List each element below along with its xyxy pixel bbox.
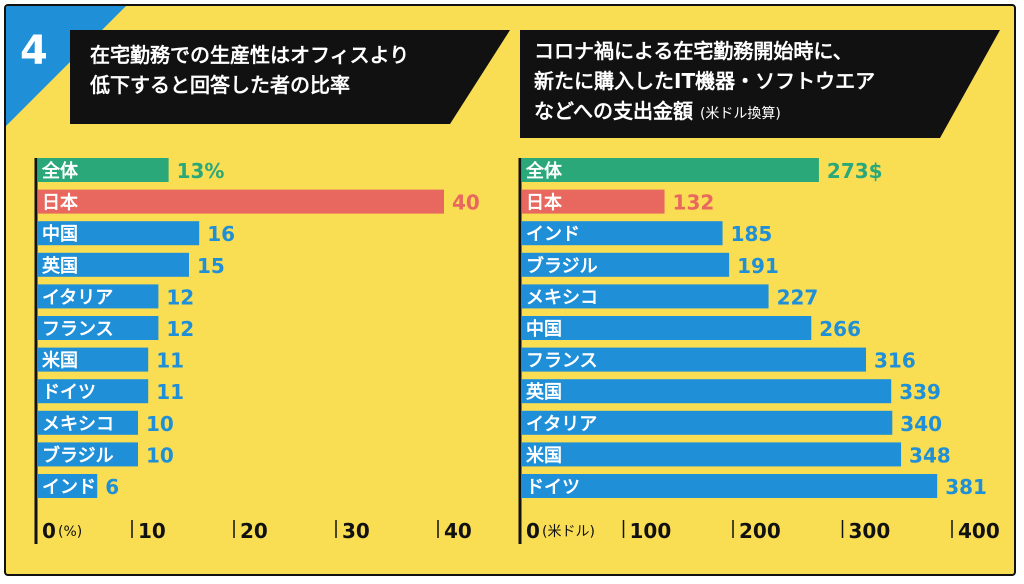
right-category-label: ドイツ — [526, 477, 580, 498]
left-category-label: 米国 — [42, 350, 78, 372]
left-category-label: 中国 — [42, 223, 78, 245]
left-title-line-2: 低下すると回答した者の比率 — [90, 73, 350, 97]
left-bar — [38, 221, 200, 246]
left-tick-label: 30 — [342, 519, 370, 543]
left-value-label: 11 — [156, 349, 184, 373]
right-tick-label: 400 — [958, 519, 1000, 543]
right-tick-label: 300 — [849, 519, 891, 543]
right-bar — [522, 410, 893, 435]
left-category-label: インド — [42, 477, 96, 498]
left-value-label: 13% — [177, 159, 225, 183]
right-title-line-1: コロナ禍による在宅勤務開始時に、 — [534, 39, 853, 63]
right-value-label: 227 — [777, 285, 819, 309]
left-category-label: ドイツ — [42, 382, 96, 403]
right-value-label: 132 — [673, 191, 715, 215]
badge-number: 4 — [20, 28, 48, 74]
left-tick-label: 20 — [240, 519, 268, 543]
left-tick-label: 40 — [444, 519, 472, 543]
left-category-label: イタリア — [42, 287, 113, 308]
right-value-label: 266 — [819, 317, 861, 341]
left-bar — [38, 189, 444, 214]
left-category-label: 日本 — [42, 192, 78, 214]
left-value-label: 10 — [146, 412, 174, 436]
right-category-label: 日本 — [526, 192, 562, 214]
left-unit-label: (%) — [58, 524, 82, 540]
left-category-label: メキシコ — [42, 414, 114, 435]
left-title-line-1: 在宅勤務での生産性はオフィスより — [90, 43, 410, 67]
right-bar — [522, 221, 723, 246]
right-title-line-3: などへの支出金額 — [534, 99, 693, 123]
left-value-label: 12 — [166, 317, 194, 341]
right-bar — [522, 189, 665, 214]
right-category-label: フランス — [526, 351, 598, 372]
right-value-label: 339 — [899, 380, 941, 404]
right-title-line-2: 新たに購入したIT機器・ソフトウエア — [534, 69, 876, 93]
right-title-box — [520, 30, 1000, 138]
right-category-label: インド — [526, 224, 580, 245]
left-value-label: 11 — [156, 380, 184, 404]
right-bar-chart: 全体 273$ 日本 132 インド 185 ブラジル 191 メキシコ 227 中国 266 フランス… — [518, 158, 1000, 544]
right-bar — [522, 284, 769, 309]
right-tick-label: 200 — [739, 519, 781, 543]
left-title-box — [70, 30, 510, 124]
right-bar — [522, 474, 938, 498]
left-chart-title: 在宅勤務での生産性はオフィスより 低下すると回答した者の比率 — [90, 40, 409, 100]
right-value-label: 348 — [909, 443, 951, 467]
right-value-label: 185 — [731, 222, 773, 246]
right-tick-label: 100 — [630, 519, 672, 543]
left-tick-label: 0 — [42, 519, 56, 543]
left-bar — [38, 410, 138, 435]
right-bar — [522, 379, 892, 404]
left-value-label: 40 — [452, 191, 480, 215]
left-bar-chart: 全体 13% 日本 40 中国 16 英国 15 イタリア 12 フランス 12 米国 11 ドイツ 11 メキ… — [34, 158, 480, 544]
left-bar — [38, 158, 169, 182]
right-category-label: イタリア — [526, 414, 597, 435]
right-value-label: 340 — [900, 412, 942, 436]
left-category-label: ブラジル — [42, 444, 114, 466]
left-category-label: フランス — [42, 319, 114, 340]
right-value-label: 316 — [874, 349, 916, 373]
right-category-label: ブラジル — [526, 255, 598, 277]
right-category-label: 全体 — [525, 160, 563, 182]
right-category-label: 英国 — [525, 381, 562, 403]
right-category-label: メキシコ — [526, 287, 598, 308]
left-bar — [38, 316, 159, 340]
left-tick-label: 10 — [138, 519, 166, 543]
left-value-label: 10 — [146, 443, 174, 467]
right-category-label: 米国 — [526, 444, 562, 466]
right-bar — [522, 442, 902, 467]
left-bar — [38, 379, 149, 404]
right-chart-title: コロナ禍による在宅勤務開始時に、 新たに購入したIT機器・ソフトウエア などへの… — [534, 36, 875, 129]
right-value-label: 191 — [737, 254, 779, 278]
right-value-label: 273$ — [827, 159, 883, 183]
infographic-poster: 4 在宅勤務での生産性はオフィスより 低下すると回答した者の比率 コロナ禍による… — [4, 4, 1016, 576]
right-tick-label: 0 — [526, 519, 540, 543]
left-bar — [38, 442, 138, 467]
left-value-label: 12 — [166, 285, 194, 309]
left-bar — [38, 347, 149, 372]
left-value-label: 15 — [197, 254, 225, 278]
left-value-label: 6 — [105, 475, 119, 499]
right-bar — [522, 347, 867, 372]
left-bar — [38, 474, 98, 498]
right-category-label: 中国 — [526, 318, 562, 340]
right-bar — [522, 316, 812, 340]
right-title-note: (米ドル換算) — [699, 106, 781, 122]
right-bar — [522, 252, 730, 277]
left-category-label: 全体 — [41, 160, 79, 182]
left-value-label: 16 — [207, 222, 235, 246]
left-bar — [38, 284, 159, 309]
left-bar — [38, 252, 189, 277]
right-value-label: 381 — [945, 475, 987, 499]
right-unit-label: (米ドル) — [542, 524, 595, 540]
right-bar — [522, 158, 819, 182]
left-category-label: 英国 — [41, 255, 78, 277]
